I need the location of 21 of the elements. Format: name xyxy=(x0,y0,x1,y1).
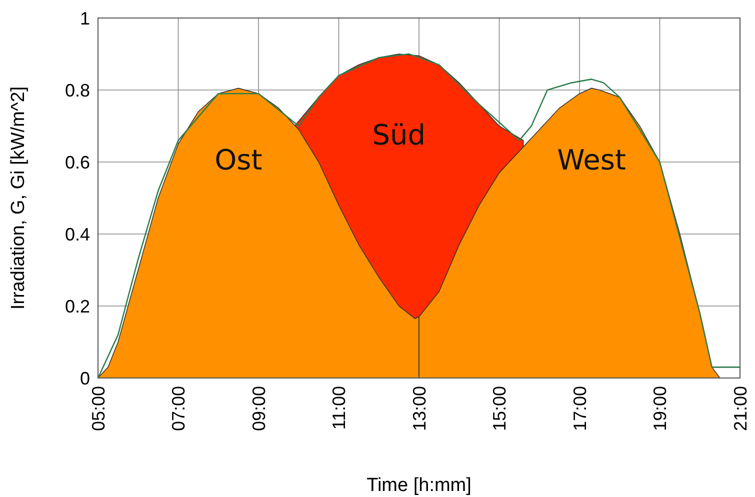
series-label: Süd xyxy=(372,118,426,152)
x-tick-label: 11:00 xyxy=(329,386,350,430)
line-series xyxy=(97,53,741,379)
x-tick-label: 07:00 xyxy=(168,386,189,432)
x-tick-label: 09:00 xyxy=(248,386,269,432)
x-tick-label: 13:00 xyxy=(409,386,430,432)
y-tick-label: 0.8 xyxy=(64,80,90,100)
x-tick-label: 17:00 xyxy=(570,386,590,432)
y-tick-label: 0.6 xyxy=(64,152,90,172)
y-tick-label: 1 xyxy=(80,8,90,28)
x-tick-label: 19:00 xyxy=(650,386,670,432)
series-label: West xyxy=(557,143,626,176)
x-axis-title: Time [h:mm] xyxy=(366,475,472,496)
y-tick-label: 0.4 xyxy=(64,224,90,244)
x-tick-label: 21:00 xyxy=(730,386,750,432)
x-tick-label: 15:00 xyxy=(490,386,510,432)
series-label: Ost xyxy=(214,143,262,176)
y-tick-label: 0.2 xyxy=(64,296,90,316)
y-tick-label: 0 xyxy=(80,368,90,388)
x-tick-label: 05:00 xyxy=(88,386,108,432)
y-axis-title: Irradiation, G, Gi [kW/m^2] xyxy=(8,86,29,310)
